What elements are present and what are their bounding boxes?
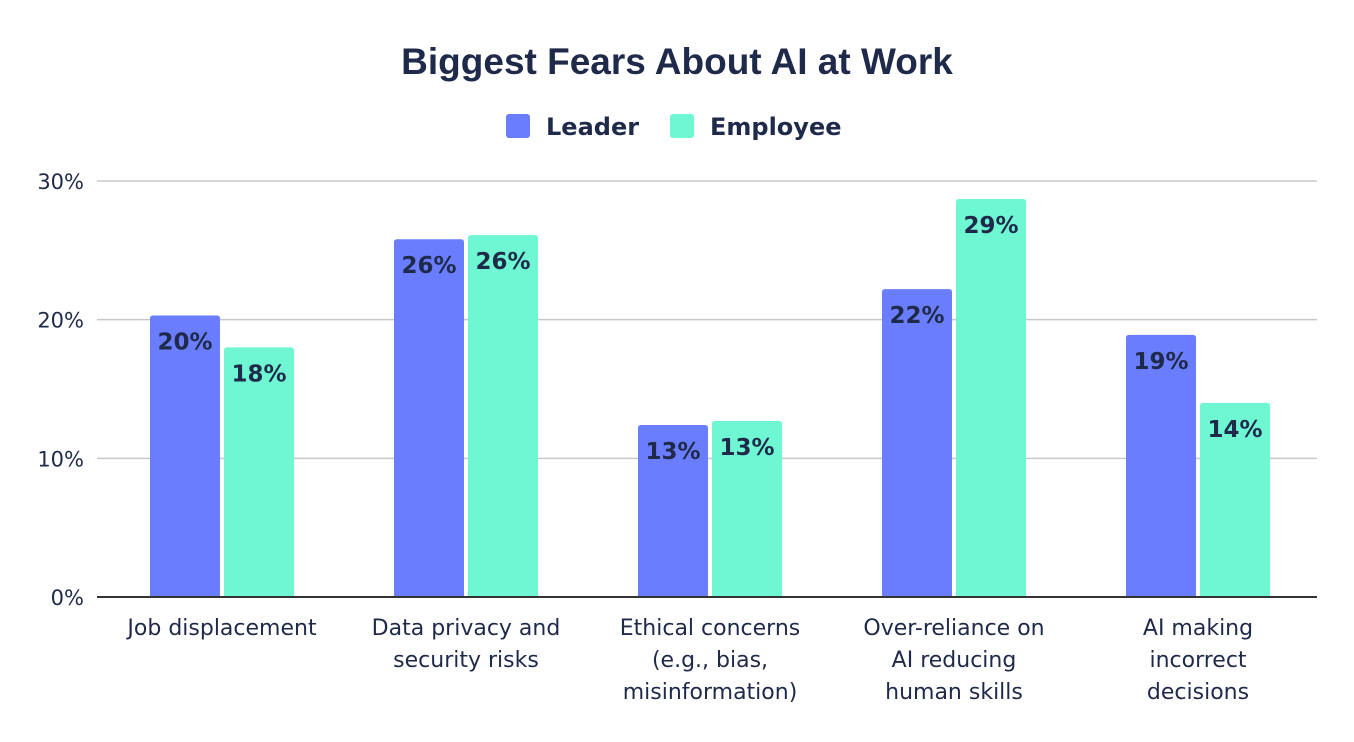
y-tick-label: 30% bbox=[37, 170, 84, 194]
bar-employee bbox=[956, 199, 1026, 597]
data-label: 14% bbox=[1207, 417, 1262, 443]
x-tick-label: Ethical concerns (e.g., bias, misinformati… bbox=[620, 616, 800, 705]
legend-swatch bbox=[506, 114, 530, 138]
legend-item-employee: Employee bbox=[670, 113, 842, 141]
data-label: 26% bbox=[475, 249, 530, 275]
bars bbox=[150, 199, 1270, 598]
data-label: 22% bbox=[889, 303, 944, 329]
y-tick-label: 10% bbox=[37, 447, 84, 471]
legend-item-leader: Leader bbox=[506, 113, 639, 141]
bar-leader bbox=[882, 289, 952, 597]
data-label: 20% bbox=[157, 330, 212, 356]
bar-employee bbox=[224, 347, 294, 597]
x-axis: Job displacement Data privacy and security… bbox=[97, 596, 1317, 705]
data-labels: 20% 18% 26% 26% 13% 13% 22% 29% 19% 14% bbox=[157, 213, 1262, 465]
legend: Leader Employee bbox=[506, 113, 842, 141]
bar-leader bbox=[394, 239, 464, 598]
bar-employee bbox=[468, 235, 538, 597]
gridlines: 0% 10% 20% 30% bbox=[37, 170, 1317, 610]
chart-title: Biggest Fears About AI at Work bbox=[401, 41, 953, 82]
data-label: 18% bbox=[231, 361, 286, 387]
bar-employee bbox=[1200, 402, 1270, 597]
x-tick-label: Data privacy and security risks bbox=[372, 616, 561, 673]
data-label: 26% bbox=[401, 253, 456, 279]
x-tick-label: Over-reliance on AI reducing human skills bbox=[863, 616, 1044, 705]
x-tick-label: AI making incorrect decisions bbox=[1143, 616, 1253, 705]
bar-leader bbox=[1126, 334, 1196, 597]
legend-swatch bbox=[670, 114, 694, 138]
x-tick-label: Job displacement bbox=[125, 616, 317, 641]
data-label: 13% bbox=[645, 439, 700, 465]
legend-label: Employee bbox=[710, 113, 842, 141]
bar-leader bbox=[638, 425, 708, 597]
legend-label: Leader bbox=[546, 113, 639, 141]
bar-employee bbox=[712, 420, 782, 597]
bar-leader bbox=[150, 315, 220, 597]
y-tick-label: 20% bbox=[37, 309, 84, 333]
y-tick-label: 0% bbox=[51, 586, 84, 610]
data-label: 29% bbox=[963, 213, 1018, 239]
data-label: 13% bbox=[719, 435, 774, 461]
data-label: 19% bbox=[1133, 349, 1188, 375]
